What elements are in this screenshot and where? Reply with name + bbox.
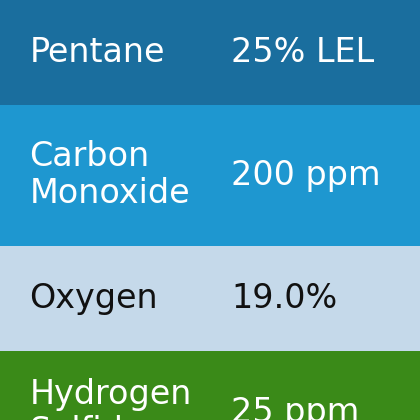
Bar [0,351,420,420]
Text: 19.0%: 19.0% [231,282,337,315]
Text: 200 ppm: 200 ppm [231,159,381,192]
Text: Oxygen: Oxygen [29,282,158,315]
Text: 25 ppm: 25 ppm [231,396,360,420]
Text: Carbon
Monoxide: Carbon Monoxide [29,140,190,210]
Text: Hydrogen
Sulfide: Hydrogen Sulfide [29,378,192,420]
Bar [0,246,420,351]
Text: Pentane: Pentane [29,36,165,69]
Text: 25% LEL: 25% LEL [231,36,374,69]
Bar [0,105,420,246]
Bar [0,0,420,105]
